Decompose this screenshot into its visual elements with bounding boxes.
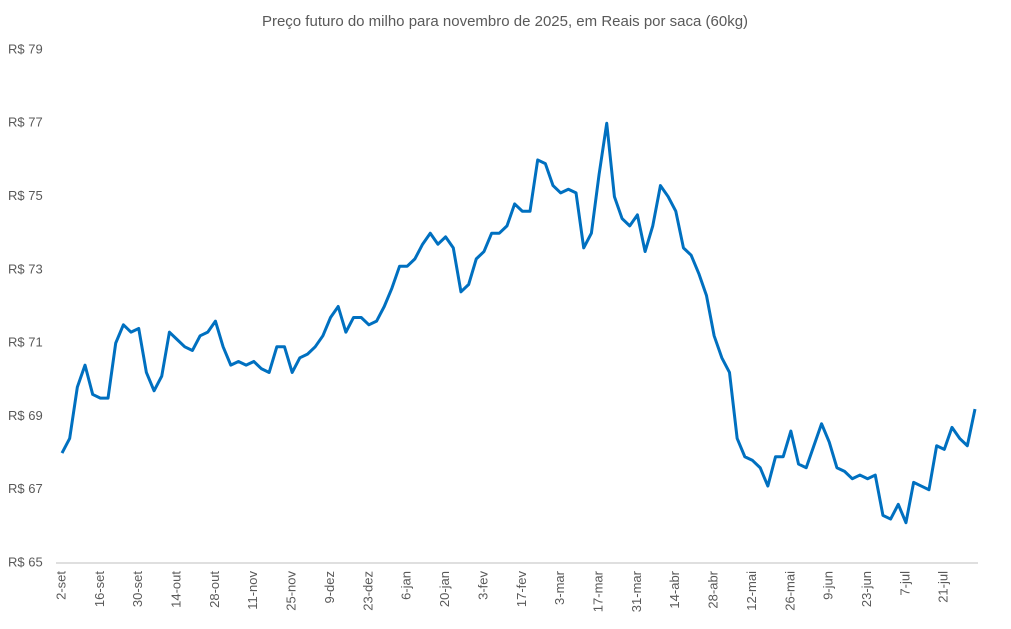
x-tick-label: 6-jan xyxy=(399,571,414,600)
y-tick-label: R$ 65 xyxy=(8,554,43,569)
x-tick-label: 17-mar xyxy=(590,570,605,612)
y-tick-label: R$ 69 xyxy=(8,408,43,423)
x-tick-label: 9-jun xyxy=(821,571,836,600)
x-tick-label: 9-dez xyxy=(322,571,337,604)
x-tick-label: 26-mai xyxy=(782,571,797,611)
x-tick-label: 17-fev xyxy=(514,571,529,608)
x-tick-label: 7-jul xyxy=(897,571,912,596)
x-tick-label: 28-out xyxy=(207,571,222,608)
y-tick-label: R$ 73 xyxy=(8,261,43,276)
chart-title: Preço futuro do milho para novembro de 2… xyxy=(262,13,748,30)
x-tick-label: 31-mar xyxy=(629,570,644,612)
x-tick-label: 14-abr xyxy=(667,570,682,608)
y-tick-label: R$ 75 xyxy=(8,188,43,203)
x-tick-label: 23-dez xyxy=(360,571,375,611)
x-tick-label: 20-jan xyxy=(437,571,452,607)
x-tick-label: 30-set xyxy=(130,571,145,608)
x-tick-label: 16-set xyxy=(92,571,107,608)
x-tick-label: 11-nov xyxy=(245,571,260,610)
y-tick-label: R$ 67 xyxy=(8,481,43,496)
x-tick-label: 28-abr xyxy=(706,570,721,608)
x-tick-label: 12-mai xyxy=(744,571,759,611)
x-tick-label: 3-fev xyxy=(475,571,490,600)
y-tick-label: R$ 77 xyxy=(8,115,43,130)
x-tick-label: 21-jul xyxy=(936,571,951,603)
x-tick-label: 23-jun xyxy=(859,571,874,607)
x-tick-label: 25-nov xyxy=(284,571,299,611)
x-tick-label: 2-set xyxy=(53,571,68,600)
y-tick-label: R$ 71 xyxy=(8,335,43,350)
x-tick-label: 14-out xyxy=(169,571,184,608)
price-line xyxy=(60,121,977,525)
y-tick-label: R$ 79 xyxy=(8,41,43,56)
x-tick-label: 3-mar xyxy=(552,570,567,605)
